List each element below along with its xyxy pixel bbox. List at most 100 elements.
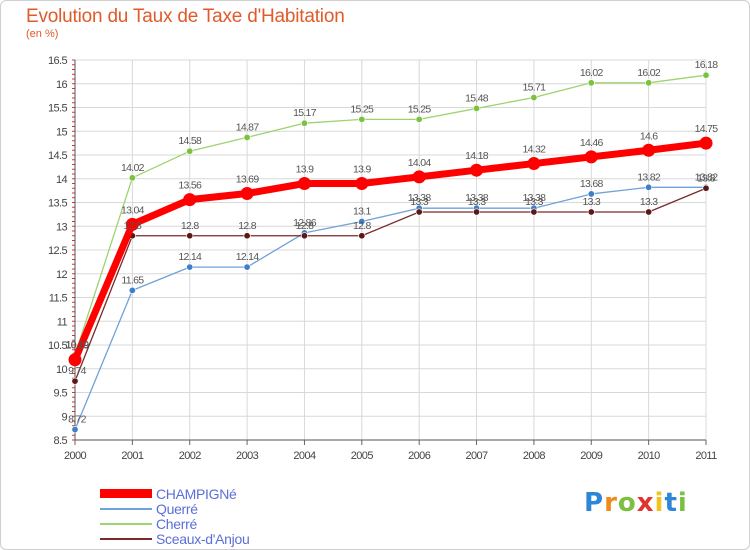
data-point	[415, 115, 423, 123]
data-label: 13.68	[580, 178, 604, 190]
data-point	[128, 286, 136, 294]
y-tick-label: 13.5	[48, 198, 67, 210]
data-label: 9.74	[68, 365, 86, 377]
data-point	[183, 193, 197, 207]
legend-item-sceaux-d-anjou: Sceaux-d'Anjou	[100, 530, 360, 547]
data-label: 14.32	[523, 144, 547, 156]
data-label: 14.46	[580, 137, 604, 149]
data-label: 14.04	[408, 157, 432, 169]
data-label: 13.9	[296, 164, 314, 176]
data-point	[125, 217, 139, 231]
data-point	[358, 218, 366, 226]
y-tick-label: 14	[56, 174, 68, 186]
data-label: 14.02	[121, 162, 145, 174]
data-label: 14.87	[236, 121, 260, 133]
grid-lines	[74, 59, 707, 441]
legend-label: CHAMPIGNé	[156, 485, 237, 502]
data-label: 12.8	[238, 220, 256, 232]
brand-letter: x	[636, 488, 655, 518]
legend-item-cherre: Cherré	[100, 515, 360, 532]
y-tick-label: 10.5	[48, 340, 67, 352]
legend-label: Cherré	[156, 515, 197, 532]
data-label: 12.8	[124, 220, 142, 232]
y-tick-label: 16	[56, 79, 68, 91]
data-point	[186, 263, 194, 271]
data-label: 13.8	[697, 172, 715, 184]
data-label: 11.65	[121, 274, 144, 286]
data-point	[584, 150, 598, 164]
legend-swatch	[100, 507, 152, 510]
y-tick-label: 9	[61, 411, 67, 423]
data-label: 12.8	[181, 220, 199, 232]
x-tick-label: 2004	[293, 450, 316, 462]
brand-letter: t	[664, 488, 678, 518]
series-querre	[71, 183, 710, 434]
brand-letter: i	[654, 488, 665, 518]
chart-unit: (en %)	[26, 28, 59, 40]
data-label: 13.38	[523, 192, 547, 204]
data-label: 15.25	[408, 103, 432, 115]
data-point	[473, 208, 481, 216]
x-tick-label: 2000	[64, 450, 87, 462]
data-point	[527, 157, 541, 171]
data-point	[645, 183, 653, 191]
data-point	[412, 170, 426, 184]
data-point	[642, 143, 656, 157]
series-champigne	[68, 136, 713, 367]
data-label: 10.19	[66, 340, 90, 352]
series-line	[74, 187, 707, 382]
data-point	[71, 426, 79, 434]
data-point	[300, 119, 308, 127]
data-point	[530, 208, 538, 216]
series-cherre	[71, 71, 710, 359]
legend-item-querre: Querré	[100, 500, 360, 517]
legend-label: Querré	[156, 500, 198, 517]
data-point	[240, 186, 254, 200]
data-point	[355, 177, 369, 190]
brand-letter: P	[584, 488, 605, 518]
data-point	[645, 79, 653, 87]
data-point	[128, 174, 136, 182]
data-label: 16.02	[637, 67, 661, 79]
x-tick-label: 2009	[580, 450, 603, 462]
data-point	[470, 163, 484, 177]
data-label: 13.04	[121, 204, 145, 216]
data-point	[186, 147, 194, 155]
data-label: 14.75	[695, 123, 719, 135]
data-labels: 10.19 13.04 13.56 13.69 13.9 13.9 14.04 14.18 14…	[66, 59, 719, 425]
data-point	[702, 71, 710, 79]
data-label: 13.3	[525, 196, 543, 208]
series-line	[74, 186, 706, 430]
legend-item-champigne: CHAMPIGNé	[100, 485, 360, 502]
data-point	[587, 190, 595, 198]
data-point	[243, 263, 251, 271]
data-label: 13.82	[637, 171, 661, 183]
y-tick-label: 13	[56, 221, 68, 233]
data-point	[587, 79, 595, 87]
data-point	[530, 94, 538, 102]
data-point	[243, 232, 251, 240]
data-label: 13.9	[353, 164, 371, 176]
y-tick-label: 12.5	[48, 245, 67, 257]
data-label: 15.48	[465, 92, 489, 104]
y-tick-label: 15	[56, 126, 68, 138]
data-label: 14.6	[640, 130, 658, 142]
brand-letter: i	[677, 488, 688, 518]
y-tick-label: 11	[57, 316, 68, 328]
y-tick-label: 10	[56, 364, 68, 376]
data-label: 8.72	[68, 414, 86, 426]
x-tick-label: 2001	[121, 450, 144, 462]
data-label: 13.38	[465, 192, 489, 204]
y-tick-label: 8.5	[54, 435, 68, 447]
brand-letter: o	[617, 488, 637, 518]
data-point	[699, 136, 713, 150]
data-label: 16.02	[580, 67, 604, 79]
y-tick-label: 11.5	[49, 293, 68, 305]
data-label: 13.3	[582, 196, 600, 208]
data-label: 12.86	[293, 217, 317, 229]
y-tick-label: 16.5	[48, 55, 67, 67]
data-label: 12.8	[296, 220, 314, 232]
series-sceaux-d-anjou	[71, 184, 710, 385]
data-label: 13.3	[468, 196, 486, 208]
legend-label: Sceaux-d'Anjou	[156, 530, 250, 547]
